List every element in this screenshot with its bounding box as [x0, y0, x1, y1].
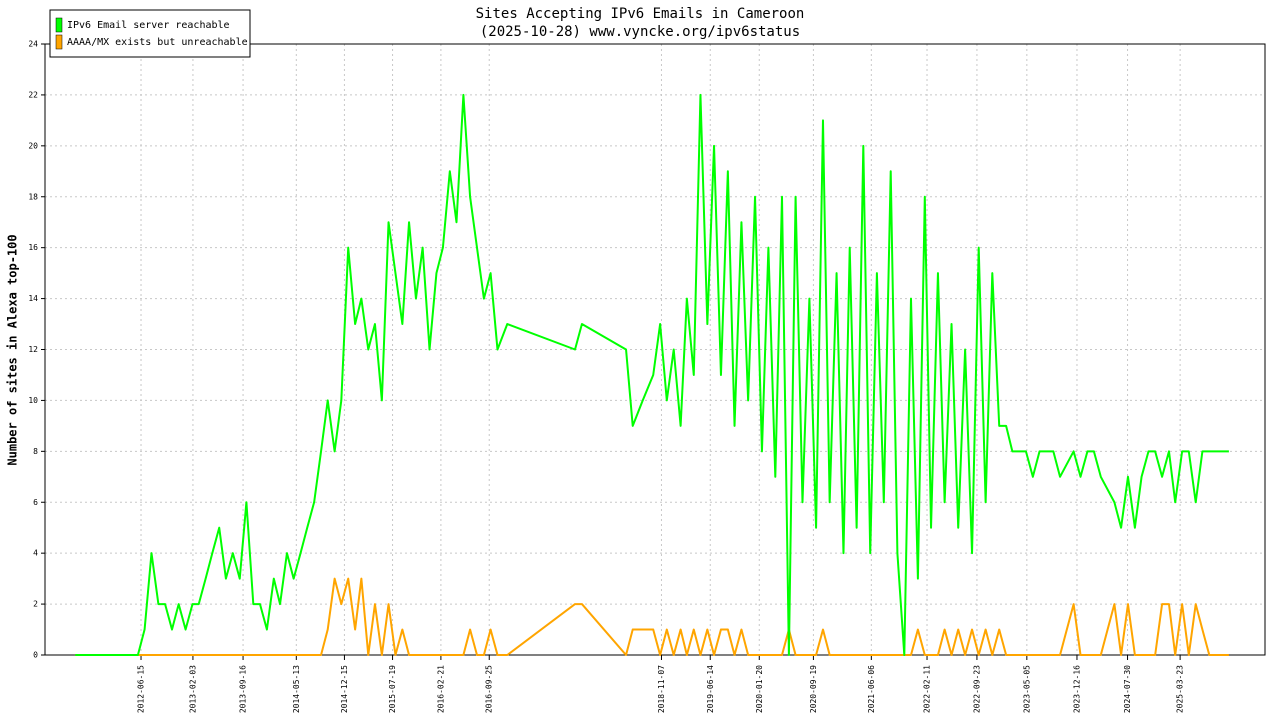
legend-label: IPv6 Email server reachable	[67, 20, 230, 31]
x-tick-label: 2025-03-23	[1176, 665, 1185, 713]
x-tick-label: 2012-06-15	[137, 665, 146, 713]
x-tick-label: 2019-06-14	[706, 665, 715, 713]
y-tick-label: 2	[33, 600, 38, 609]
x-tick-label: 2024-07-30	[1123, 665, 1132, 713]
y-tick-label: 8	[33, 447, 38, 456]
x-tick-label: 2013-02-03	[188, 665, 197, 713]
x-tick-label: 2022-09-23	[972, 665, 981, 713]
chart-title: Sites Accepting IPv6 Emails in Cameroon	[476, 6, 805, 22]
y-tick-label: 12	[28, 345, 38, 354]
legend-swatch	[55, 34, 63, 50]
x-tick-label: 2022-02-11	[923, 665, 932, 713]
y-tick-label: 6	[33, 498, 38, 507]
y-tick-label: 16	[28, 243, 38, 252]
x-tick-label: 2018-11-07	[657, 665, 666, 713]
x-tick-label: 2014-05-13	[292, 665, 301, 713]
chart-subtitle: (2025-10-28) www.vyncke.org/ipv6status	[480, 24, 800, 40]
x-tick-label: 2016-02-21	[436, 665, 445, 713]
y-tick-label: 20	[28, 141, 38, 150]
legend-box	[49, 9, 251, 58]
legend-label: AAAA/MX exists but unreachable	[67, 37, 248, 48]
x-tick-label: 2020-09-19	[809, 665, 818, 713]
y-tick-label: 10	[28, 396, 38, 405]
y-tick-label: 14	[28, 294, 38, 303]
x-tick-label: 2023-12-16	[1072, 665, 1081, 713]
data-line	[75, 93, 1229, 656]
x-tick-label: 2013-09-16	[239, 665, 248, 713]
x-tick-label: 2016-09-25	[485, 665, 494, 713]
data-line	[75, 577, 1229, 656]
y-tick-label: 22	[28, 90, 38, 99]
x-tick-label: 2021-06-06	[867, 665, 876, 713]
x-tick-label: 2020-01-20	[755, 665, 764, 713]
x-tick-label: 2023-05-05	[1022, 665, 1031, 713]
y-tick-label: 4	[33, 549, 38, 558]
legend: IPv6 Email server reachable AAAA/MX exist…	[49, 9, 251, 58]
y-tick-label: 24	[28, 40, 38, 49]
y-tick-label: 0	[33, 651, 38, 660]
x-tick-label: 2015-07-19	[388, 665, 397, 713]
x-tick-label: 2014-12-15	[340, 665, 349, 713]
y-tick-label: 18	[28, 192, 38, 201]
y-axis-label: Number of sites in Alexa top-100	[6, 234, 20, 465]
legend-swatch	[55, 17, 63, 33]
plot-frame	[44, 43, 1266, 656]
